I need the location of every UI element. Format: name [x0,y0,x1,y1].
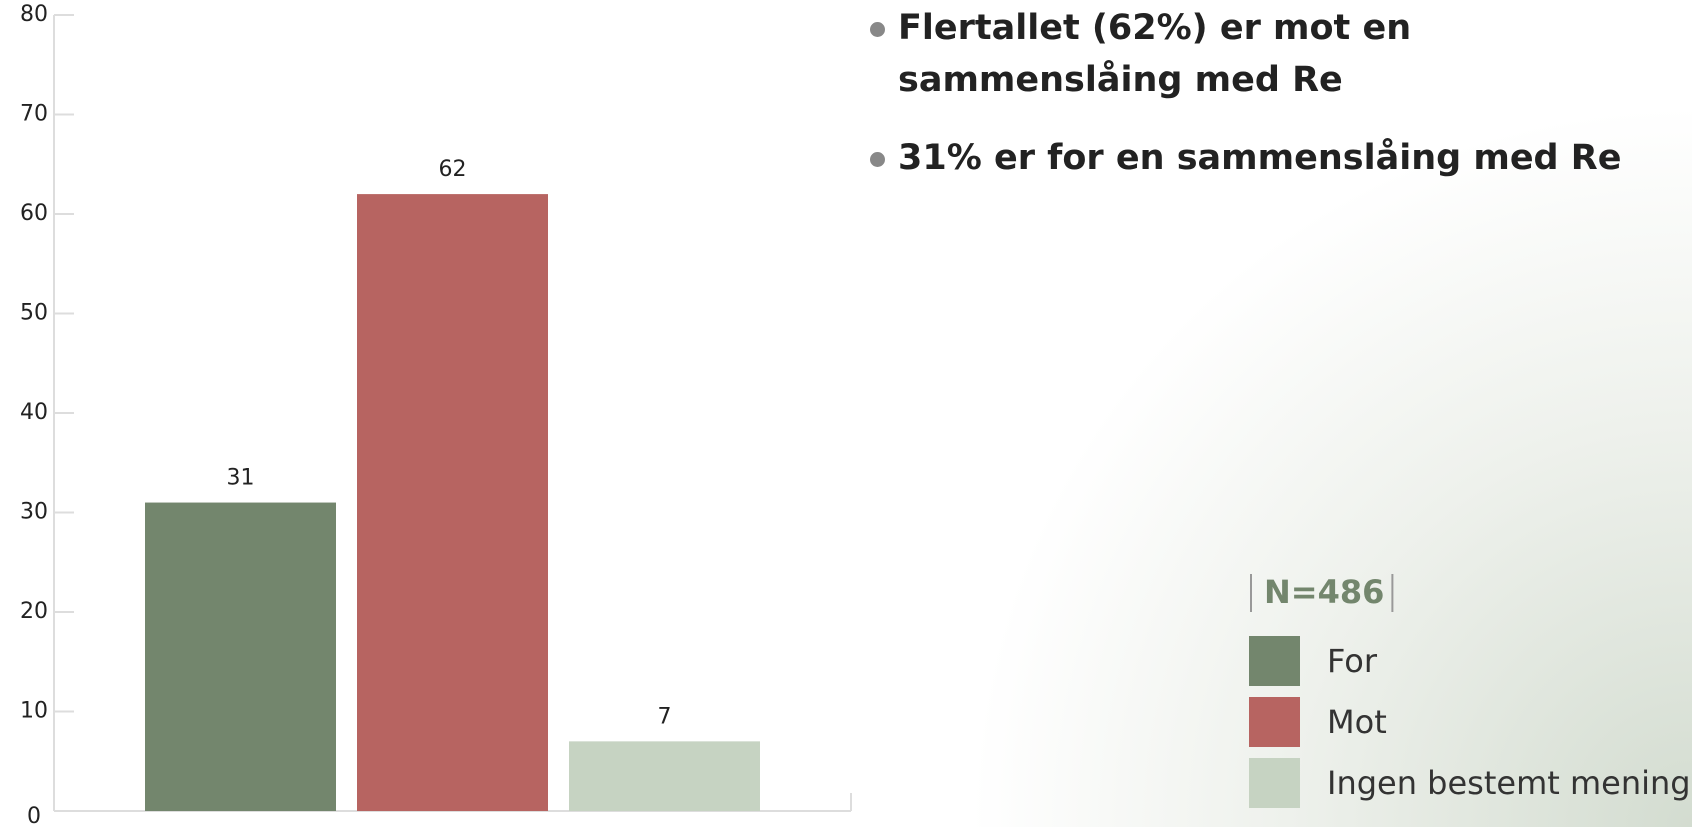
y-tick-label: 50 [20,301,48,326]
bar [145,502,336,811]
bar [569,741,760,811]
value-label: 62 [439,157,467,182]
legend-label: Ingen bestemt mening [1327,764,1691,802]
y-tick-label: 40 [20,400,48,425]
y-tick-label: 30 [20,500,48,525]
bullet: 31% er for en sammenslåing med Re [868,132,1628,184]
y-tick-label: 80 [20,2,48,27]
value-label: 7 [658,704,672,729]
y-tick-label: 70 [20,102,48,127]
y-tick-label: 20 [20,599,48,624]
legend-swatch [1249,758,1300,808]
bullet-list: Flertallet (62%) er mot en sammenslåing … [868,2,1628,210]
y-tick-label: 60 [20,201,48,226]
bar [357,194,548,812]
annotation: N=486 [1264,573,1384,611]
value-label: 31 [227,466,255,491]
legend-swatch [1249,636,1300,686]
bullet: Flertallet (62%) er mot en sammenslåing … [868,2,1628,106]
legend-label: For [1327,642,1378,680]
y-tick-label: 0 [27,804,41,827]
legend-swatch [1249,697,1300,747]
y-tick-label: 10 [20,699,48,724]
legend-label: Mot [1327,703,1387,741]
